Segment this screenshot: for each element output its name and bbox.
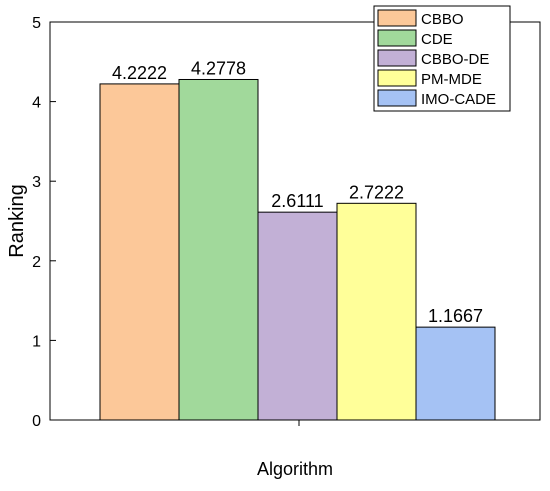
y-ticks-layer: 0 1 2 3 4 5	[32, 15, 56, 430]
y-tick-label: 1	[32, 333, 41, 350]
bars-layer	[99, 78, 496, 421]
legend-label: CBBO	[421, 11, 464, 28]
legend-swatch	[377, 49, 417, 67]
bar-cbbo-de	[257, 211, 338, 421]
bar-value-label: 4.2778	[191, 58, 246, 78]
value-labels-layer: 4.2222 4.2778 2.6111 2.7222 1.1667	[112, 58, 483, 326]
legend-swatch	[377, 9, 417, 27]
legend-label: PM-MDE	[421, 71, 482, 88]
legend-label: CDE	[421, 31, 453, 48]
bar-cde	[178, 78, 259, 421]
bar-pm-mde	[336, 202, 417, 421]
axes-layer: 0 1 2 3 4 5	[32, 15, 541, 430]
bar-value-label: 2.7222	[349, 182, 404, 202]
legend-swatch	[377, 69, 417, 87]
y-tick-label: 5	[32, 15, 41, 32]
bar-value-label: 4.2222	[112, 63, 167, 83]
bar-value-label: 1.1667	[428, 306, 483, 326]
bar-imo-cade	[415, 326, 496, 421]
legend-items: CBBO CDE CBBO-DE PM-MDE IMO-CADE	[377, 9, 496, 108]
y-tick-label: 3	[32, 174, 41, 191]
legend-swatch	[377, 29, 417, 47]
legend-swatch	[377, 89, 417, 107]
legend-label: IMO-CADE	[421, 91, 496, 108]
y-tick-label: 4	[32, 95, 41, 112]
x-axis-label: Algorithm	[257, 459, 333, 479]
legend-label: CBBO-DE	[421, 51, 489, 68]
y-tick-label: 0	[32, 413, 41, 430]
legend: CBBO CDE CBBO-DE PM-MDE IMO-CADE	[373, 5, 511, 112]
bar-value-label: 2.6111	[271, 191, 323, 211]
plot-frame	[49, 21, 541, 421]
y-tick-label: 2	[32, 254, 41, 271]
y-axis-label: Ranking	[6, 184, 28, 257]
bar-cbbo	[99, 83, 180, 421]
